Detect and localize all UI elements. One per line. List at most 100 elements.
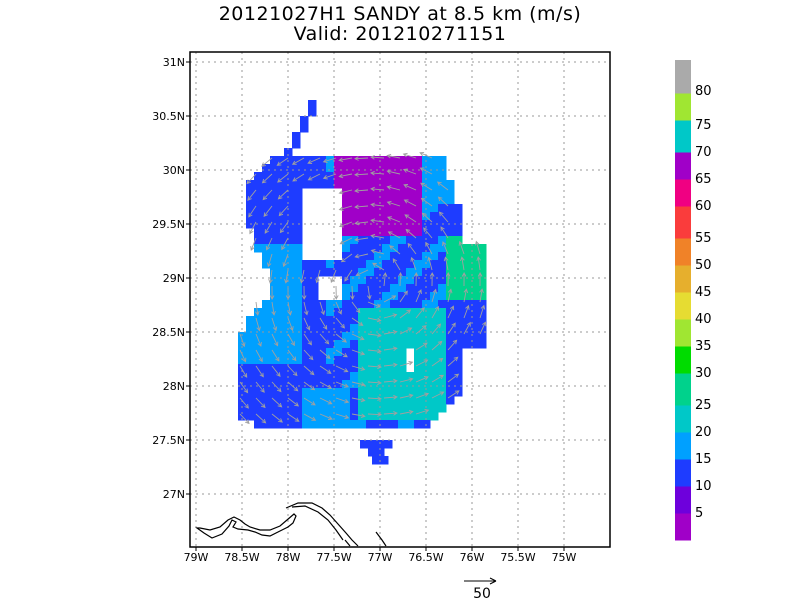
wind-cell bbox=[342, 172, 351, 181]
wind-vector bbox=[429, 272, 435, 287]
wind-vector bbox=[427, 256, 433, 271]
wind-cell bbox=[342, 356, 351, 365]
wind-cell bbox=[414, 380, 423, 389]
wind-vector bbox=[351, 397, 366, 403]
wind-cell bbox=[334, 324, 343, 333]
wind-cell bbox=[366, 308, 375, 317]
lat-tick-label: 31N bbox=[163, 56, 185, 69]
wind-cell bbox=[270, 348, 279, 357]
wind-cell bbox=[462, 324, 471, 333]
wind-cell bbox=[292, 132, 301, 141]
map-frame bbox=[189, 51, 611, 548]
wind-cell bbox=[374, 212, 383, 221]
wind-cell bbox=[300, 124, 309, 133]
wind-cell bbox=[454, 364, 463, 373]
wind-vector bbox=[399, 377, 414, 383]
wind-cell bbox=[382, 404, 391, 413]
colorbar-label: 65 bbox=[695, 172, 712, 187]
map-title: 20121027H1 SANDY at 8.5 km (m/s) bbox=[218, 3, 582, 25]
wind-cell bbox=[334, 156, 343, 165]
colorbar-swatch bbox=[675, 405, 691, 433]
wind-cell bbox=[262, 212, 271, 221]
wind-cell bbox=[270, 252, 279, 261]
wind-cell bbox=[326, 308, 335, 317]
wind-cell bbox=[430, 404, 439, 413]
wind-cell bbox=[270, 300, 279, 309]
wind-cell bbox=[406, 228, 415, 237]
wind-cell bbox=[454, 332, 463, 341]
wind-cell bbox=[318, 324, 327, 333]
wind-vector bbox=[264, 221, 273, 234]
wind-cell bbox=[430, 228, 439, 237]
wind-cell bbox=[350, 404, 359, 413]
coastline bbox=[285, 502, 359, 547]
wind-cell bbox=[270, 316, 279, 325]
wind-cell bbox=[414, 356, 423, 365]
wind-cell bbox=[382, 212, 391, 221]
wind-cell bbox=[406, 188, 415, 197]
wind-vector bbox=[445, 272, 451, 287]
wind-vector bbox=[460, 256, 465, 271]
wind-cell bbox=[430, 244, 439, 253]
wind-vectors bbox=[239, 151, 487, 425]
wind-cell bbox=[310, 420, 319, 429]
wind-cell bbox=[382, 364, 391, 373]
wind-cell bbox=[350, 236, 359, 245]
wind-vector bbox=[255, 317, 261, 332]
wind-cell bbox=[446, 372, 455, 381]
wind-vector bbox=[277, 173, 289, 183]
wind-cell bbox=[398, 212, 407, 221]
wind-cell bbox=[286, 300, 295, 309]
wind-cell bbox=[270, 388, 279, 397]
wind-cell bbox=[310, 300, 319, 309]
wind-vector bbox=[303, 349, 314, 361]
wind-vector bbox=[319, 397, 333, 405]
wind-cell bbox=[350, 380, 359, 389]
wind-cell bbox=[438, 252, 447, 261]
wind-cell bbox=[430, 284, 439, 293]
wind-cell bbox=[438, 348, 447, 357]
wind-cell bbox=[446, 204, 455, 213]
wind-cell bbox=[366, 156, 375, 165]
wind-cell bbox=[438, 324, 447, 333]
wind-cell bbox=[382, 284, 391, 293]
wind-cell bbox=[430, 188, 439, 197]
wind-cell bbox=[390, 308, 399, 317]
wind-vector bbox=[315, 269, 321, 284]
wind-cell bbox=[278, 188, 287, 197]
wind-cell bbox=[294, 276, 303, 285]
wind-cell bbox=[446, 276, 455, 285]
wind-cell bbox=[326, 404, 335, 413]
wind-cell bbox=[262, 260, 271, 269]
wind-cell bbox=[462, 332, 471, 341]
wind-cell bbox=[302, 372, 311, 381]
wind-cell bbox=[310, 172, 319, 181]
wind-cell bbox=[310, 372, 319, 381]
wind-cell bbox=[398, 332, 407, 341]
wind-vector bbox=[287, 349, 297, 362]
wind-cell bbox=[342, 212, 351, 221]
wind-cell bbox=[446, 356, 455, 365]
wind-cell bbox=[262, 396, 271, 405]
wind-cell bbox=[438, 268, 447, 277]
wind-cell bbox=[366, 276, 375, 285]
colorbar-label: 35 bbox=[695, 339, 712, 354]
wind-cell bbox=[414, 276, 423, 285]
wind-cell bbox=[478, 340, 487, 349]
wind-cell bbox=[358, 204, 367, 213]
wind-vector bbox=[392, 258, 401, 271]
wind-cell bbox=[430, 412, 439, 421]
wind-cell bbox=[294, 404, 303, 413]
wind-vector bbox=[261, 157, 273, 167]
colorbar-label: 20 bbox=[695, 425, 712, 440]
colorbar-label: 75 bbox=[695, 118, 712, 133]
wind-cell bbox=[270, 180, 279, 189]
wind-cell bbox=[422, 196, 431, 205]
wind-cell bbox=[454, 268, 463, 277]
wind-vector bbox=[351, 381, 366, 387]
wind-cell bbox=[270, 332, 279, 341]
wind-cell bbox=[382, 252, 391, 261]
wind-cell bbox=[358, 156, 367, 165]
wind-cell bbox=[254, 204, 263, 213]
wind-cell bbox=[454, 308, 463, 317]
